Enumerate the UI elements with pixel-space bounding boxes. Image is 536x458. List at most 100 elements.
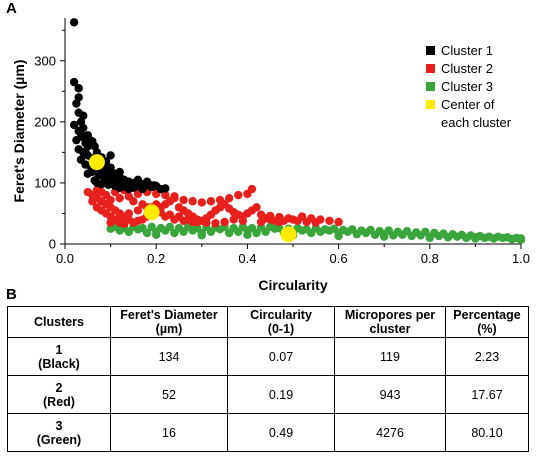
data-point-cluster-2 <box>115 193 124 203</box>
header-percentage: Percentage (%) <box>445 306 529 338</box>
data-point-cluster-2 <box>197 198 206 207</box>
y-tick-label: 200 <box>34 114 56 129</box>
header-circularity-text: Circularity (0-1) <box>250 308 312 336</box>
x-tick-label: 1.0 <box>512 251 530 266</box>
header-clusters-text: Clusters <box>33 315 85 329</box>
x-tick-label: 0.0 <box>56 251 74 266</box>
header-clusters: Clusters <box>7 306 111 338</box>
data-point-cluster-3 <box>348 225 357 234</box>
data-point-cluster-1 <box>74 93 83 102</box>
data-point-cluster-3 <box>320 225 330 234</box>
data-point-cluster-3 <box>329 224 339 233</box>
data-point-cluster-1 <box>69 77 79 87</box>
data-point-cluster-2 <box>325 216 334 225</box>
data-point-cluster-2 <box>256 217 266 227</box>
cell-cluster: 3 (Green) <box>7 413 111 452</box>
data-point-cluster-2 <box>202 218 211 227</box>
data-point-cluster-1 <box>161 184 170 193</box>
data-point-cluster-3 <box>380 232 389 241</box>
data-point-cluster-2 <box>302 217 311 227</box>
data-point-cluster-1 <box>149 181 159 190</box>
data-point-cluster-3 <box>193 223 202 233</box>
data-point-cluster-2 <box>293 216 302 225</box>
cell-micropores: 119 <box>334 337 446 376</box>
legend: Cluster 1 Cluster 2 Cluster 3 Center of … <box>426 42 511 132</box>
header-circularity: Circularity (0-1) <box>227 306 335 338</box>
table-row: 1 (Black) 134 0.07 119 2.23 <box>7 337 529 376</box>
data-point-cluster-2 <box>252 203 261 212</box>
data-point-cluster-3 <box>165 222 175 232</box>
data-point-cluster-3 <box>516 235 526 244</box>
data-point-cluster-2 <box>179 195 188 205</box>
data-point-cluster-1 <box>69 120 79 130</box>
data-point-cluster-3 <box>439 229 448 238</box>
data-point-cluster-3 <box>138 223 147 233</box>
data-point-cluster-3 <box>174 223 184 233</box>
cluster-table: Clusters Feret's Diameter (µm) Circulari… <box>7 306 529 452</box>
data-point-cluster-2 <box>238 216 248 225</box>
data-point-cluster-2 <box>311 218 320 227</box>
data-point-cluster-3 <box>448 230 457 239</box>
data-point-cluster-3 <box>334 231 343 241</box>
data-point-cluster-1 <box>90 142 99 151</box>
cell-feret: 52 <box>110 375 228 414</box>
data-point-cluster-2 <box>243 189 252 199</box>
cell-feret: 16 <box>110 413 228 452</box>
header-micropores: Micropores per cluster <box>334 306 446 338</box>
data-point-cluster-2 <box>88 197 97 206</box>
cluster-center-point <box>88 154 105 171</box>
data-point-cluster-3 <box>411 228 421 237</box>
cell-percentage: 80.10 <box>445 413 529 452</box>
data-point-cluster-3 <box>275 223 284 233</box>
data-point-cluster-3 <box>484 232 494 241</box>
data-point-cluster-2 <box>170 192 179 201</box>
header-micropores-text: Micropores per cluster <box>344 308 436 336</box>
legend-label-cluster-2: Cluster 2 <box>441 61 494 76</box>
data-point-cluster-3 <box>384 226 393 235</box>
data-point-cluster-2 <box>229 215 238 224</box>
data-point-cluster-3 <box>421 227 430 236</box>
legend-swatch-cluster-2 <box>426 64 435 73</box>
data-point-cluster-2 <box>275 212 284 222</box>
data-point-cluster-1 <box>81 148 90 157</box>
legend-item-centers: Center of each cluster <box>426 96 511 132</box>
data-point-cluster-3 <box>197 231 206 240</box>
data-point-cluster-1 <box>79 111 88 120</box>
x-axis-label: Circularity <box>258 277 327 293</box>
data-point-cluster-2 <box>92 186 102 195</box>
y-tick-label: 100 <box>34 175 56 190</box>
data-point-cluster-2 <box>215 195 225 205</box>
data-point-cluster-3 <box>243 230 252 240</box>
data-point-cluster-3 <box>494 232 503 241</box>
data-point-cluster-3 <box>229 223 238 233</box>
data-point-cluster-3 <box>147 222 156 232</box>
data-point-cluster-2 <box>106 218 115 227</box>
data-point-cluster-2 <box>334 217 343 227</box>
data-point-cluster-3 <box>425 233 434 243</box>
data-point-cluster-1 <box>106 151 115 160</box>
legend-item-cluster-1: Cluster 1 <box>426 42 511 60</box>
scatter-chart: 0.0 0.2 0.4 0.6 0.8 1.0 0 100 200 300 Circularity F… <box>11 18 530 293</box>
x-tick-label: 0.2 <box>147 251 165 266</box>
y-axis-label: Feret's Diameter (µm) <box>11 60 27 203</box>
cell-circularity: 0.07 <box>227 337 335 376</box>
data-point-cluster-2 <box>206 197 216 206</box>
data-point-cluster-2 <box>220 217 229 227</box>
data-point-cluster-2 <box>115 216 124 225</box>
cell-circularity: 0.49 <box>227 413 335 452</box>
legend-swatch-cluster-1 <box>426 46 435 55</box>
y-tick-label: 300 <box>34 53 56 68</box>
data-point-cluster-2 <box>224 193 234 203</box>
legend-item-cluster-3: Cluster 3 <box>426 78 511 96</box>
data-point-cluster-1 <box>85 135 95 145</box>
data-point-cluster-3 <box>302 225 311 234</box>
header-feret-text: Feret's Diameter (µm) <box>120 308 218 336</box>
data-point-cluster-2 <box>161 190 170 200</box>
data-point-cluster-2 <box>188 197 197 206</box>
data-point-cluster-1 <box>110 173 120 183</box>
legend-swatch-cluster-3 <box>426 82 435 91</box>
table-header-row: Clusters Feret's Diameter (µm) Circulari… <box>7 306 529 338</box>
legend-swatch-centers <box>426 100 435 109</box>
panel-b-label: B <box>6 286 17 303</box>
data-point-cluster-3 <box>266 222 275 232</box>
